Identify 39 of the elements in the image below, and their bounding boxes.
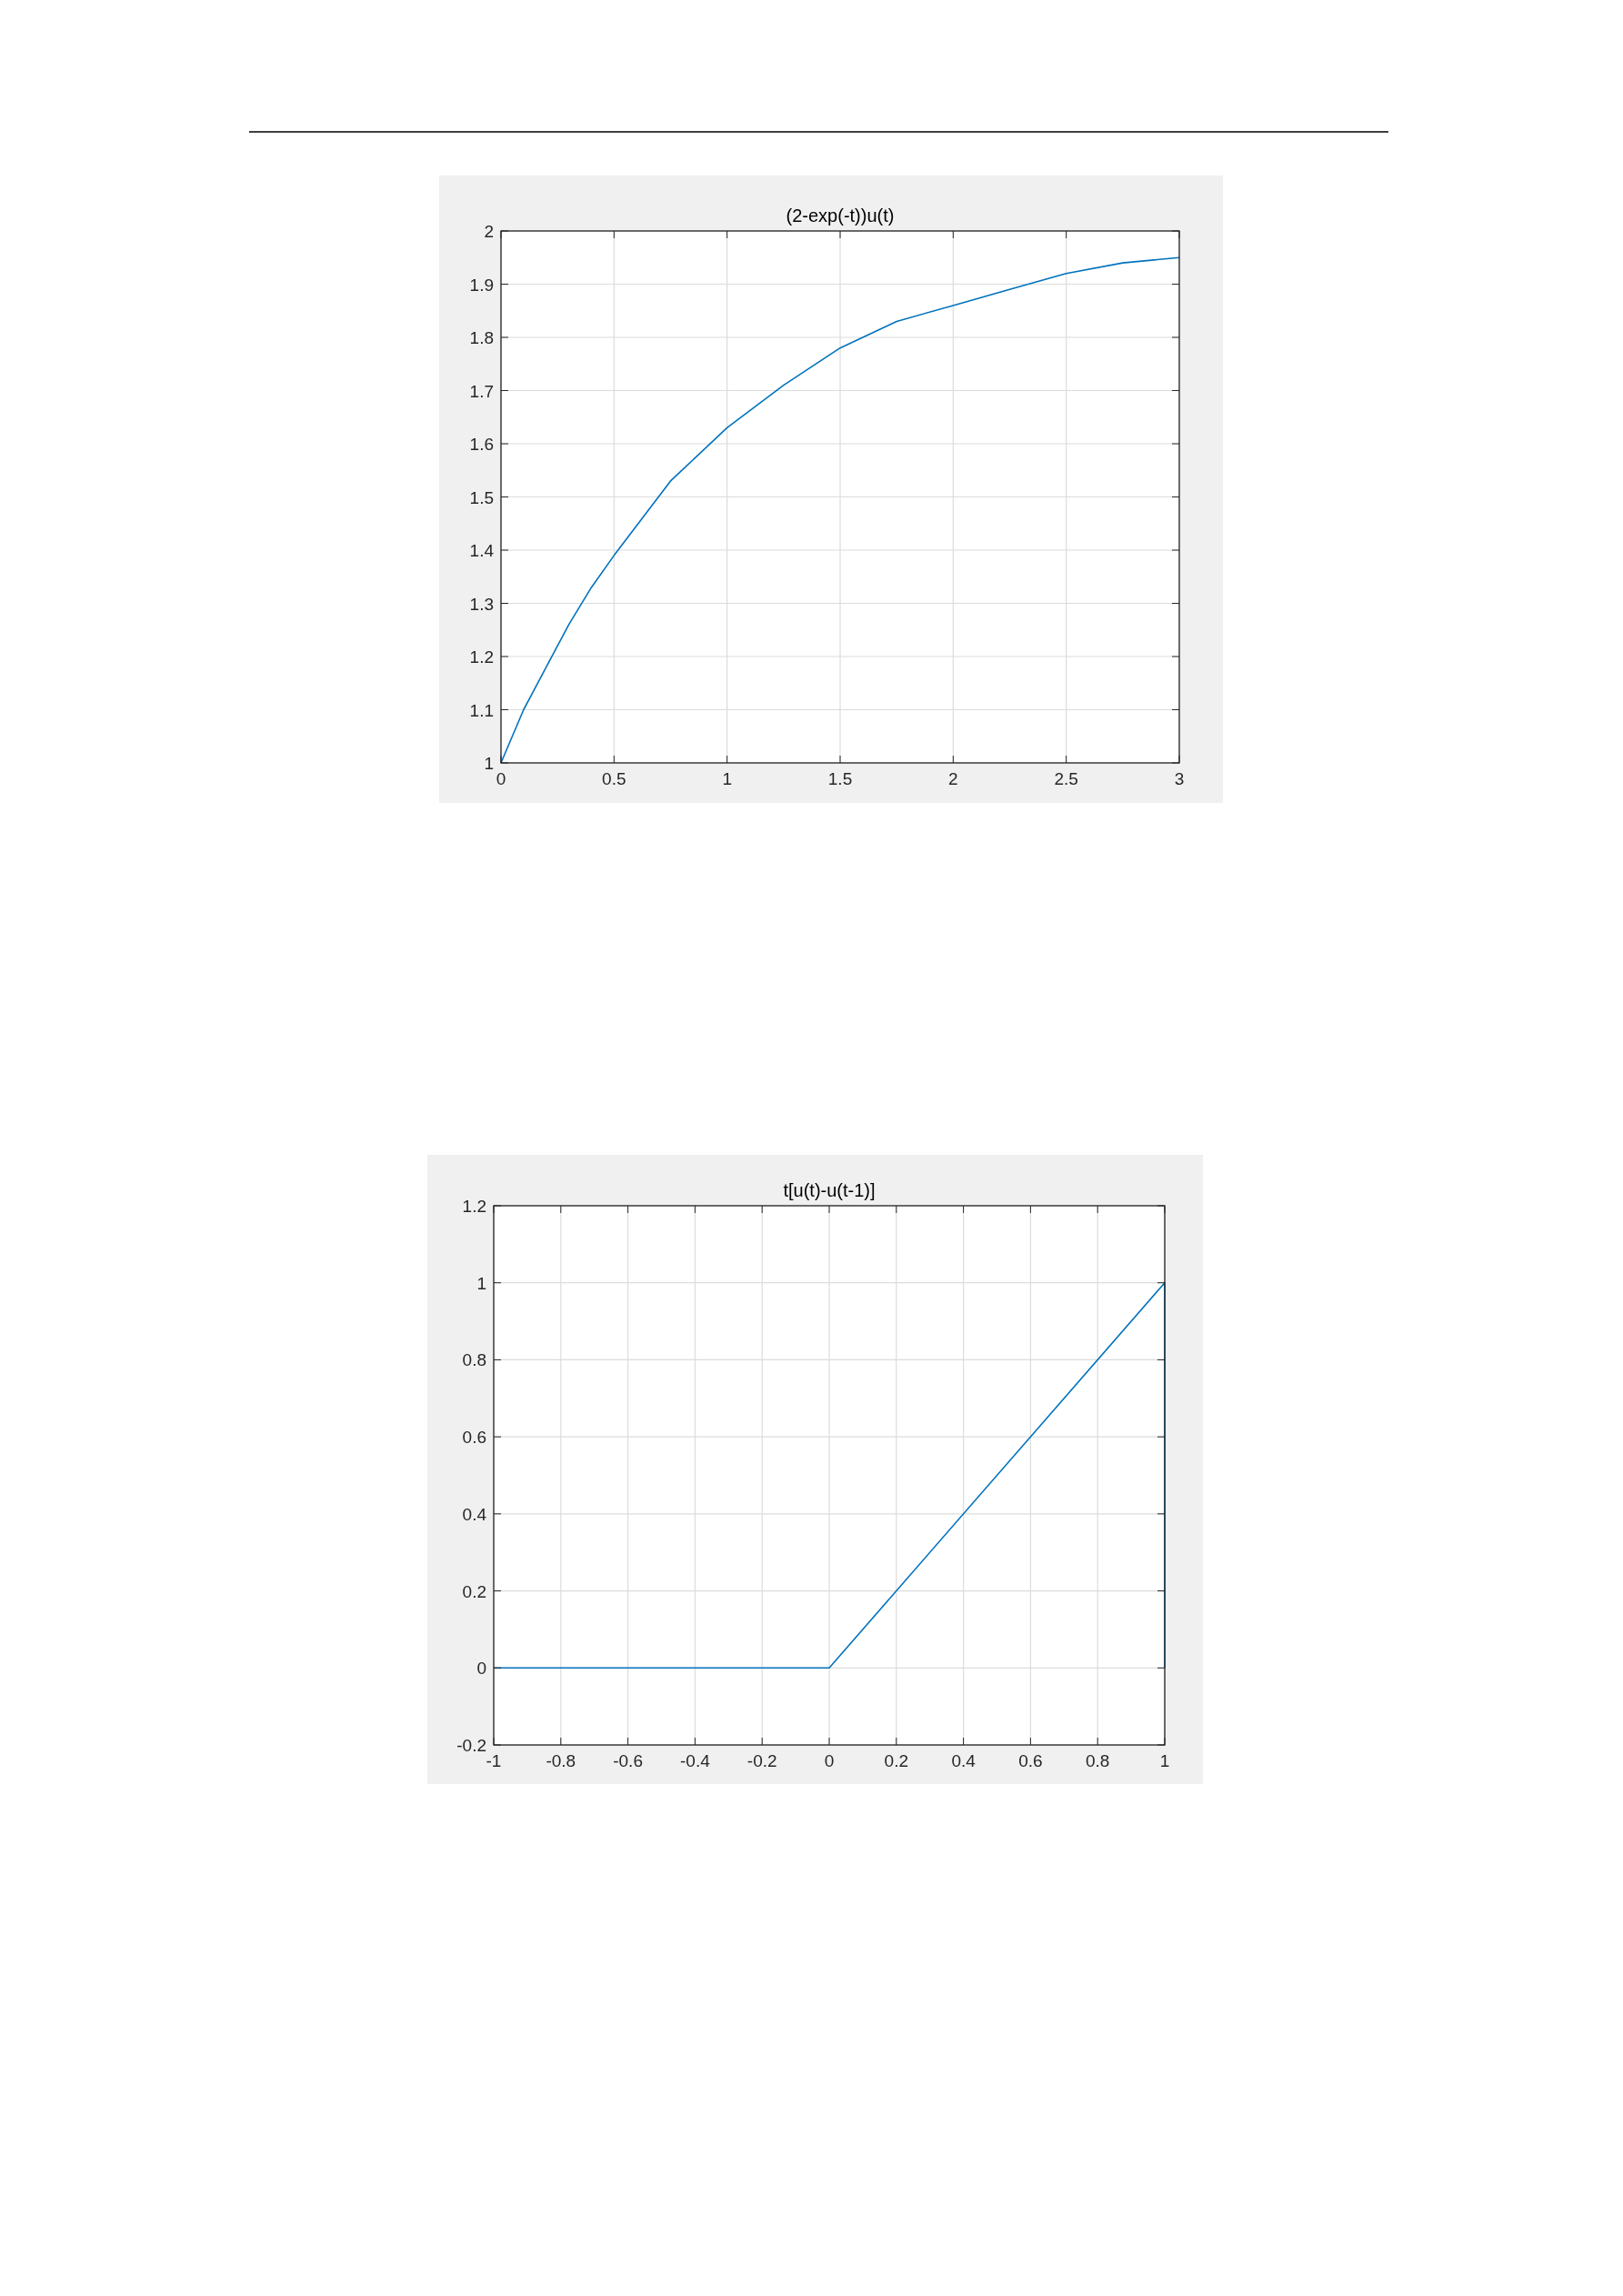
x-tick-label: 1	[1159, 1751, 1170, 1770]
x-tick-label: 3	[1174, 769, 1185, 788]
x-tick-label: 0	[824, 1751, 835, 1770]
x-tick-label: 0	[496, 769, 506, 788]
x-tick-label: 2	[948, 769, 958, 788]
y-tick-label: 0.2	[462, 1581, 486, 1601]
y-tick-label: 1.2	[469, 647, 494, 667]
y-tick-label: 0.8	[462, 1350, 486, 1370]
x-tick-label: 0.5	[602, 769, 626, 788]
y-tick-label: 1.6	[469, 435, 494, 454]
y-tick-label: 0.4	[462, 1504, 487, 1524]
y-tick-label: 1.1	[469, 700, 494, 720]
x-tick-label: 2.5	[1054, 769, 1078, 788]
y-tick-label: 1.3	[469, 594, 494, 614]
x-tick-label: 0.6	[1018, 1751, 1043, 1770]
chart-title: (2-exp(-t))u(t)	[786, 206, 895, 226]
y-tick-label: -0.2	[456, 1736, 486, 1755]
y-tick-label: 0	[476, 1659, 486, 1679]
x-tick-label: -0.6	[613, 1751, 643, 1770]
x-tick-label: 1	[722, 769, 732, 788]
x-tick-label: -0.2	[746, 1751, 777, 1770]
y-tick-label: 2	[484, 222, 494, 241]
x-tick-label: 0.4	[951, 1751, 977, 1770]
y-tick-label: 0.6	[462, 1428, 486, 1448]
y-tick-label: 1.9	[469, 275, 494, 295]
x-tick-label: -1	[486, 1751, 502, 1770]
y-tick-label: 1	[476, 1273, 486, 1293]
y-tick-label: 1.7	[469, 381, 494, 401]
y-tick-label: 1.4	[469, 541, 495, 560]
x-tick-label: -0.4	[680, 1751, 711, 1770]
y-tick-label: 1.8	[469, 328, 494, 347]
x-tick-label: -0.8	[546, 1751, 576, 1770]
x-tick-label: 0.8	[1085, 1751, 1110, 1770]
y-tick-label: 1.2	[462, 1197, 486, 1216]
y-tick-label: 1.5	[469, 487, 494, 507]
chart-title: t[u(t)-u(t-1)]	[783, 1180, 876, 1200]
x-tick-label: 0.2	[884, 1751, 909, 1770]
x-tick-label: 1.5	[827, 769, 853, 788]
y-tick-label: 1	[484, 754, 494, 773]
